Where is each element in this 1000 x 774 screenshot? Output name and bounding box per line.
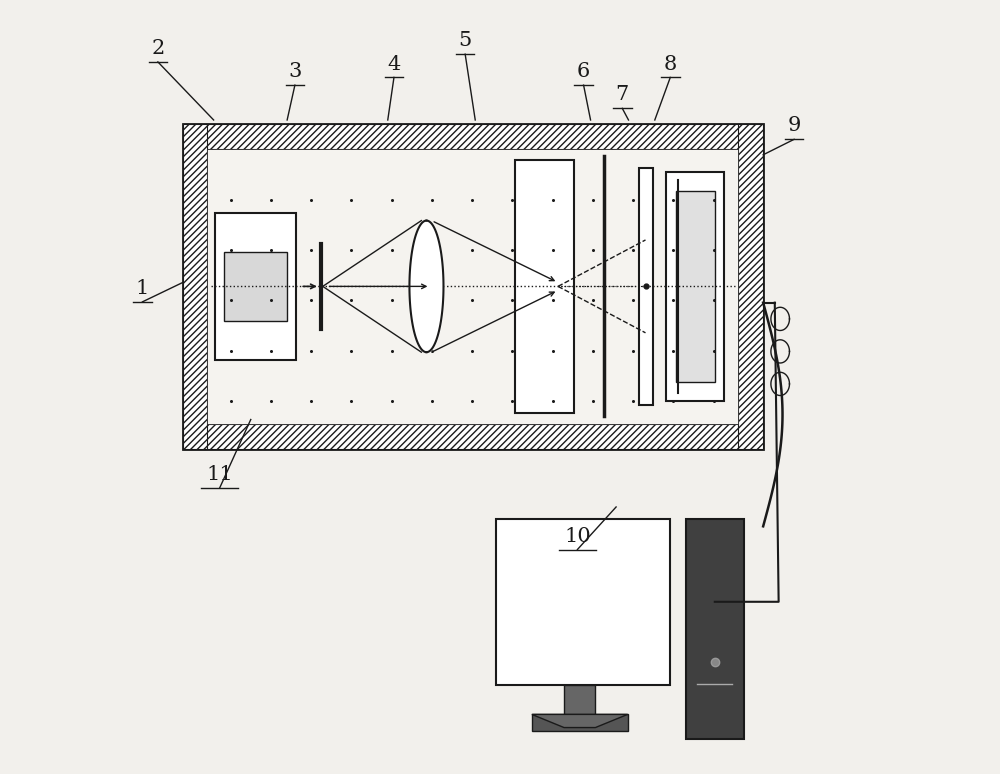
- Text: 8: 8: [664, 54, 677, 74]
- Polygon shape: [532, 714, 628, 728]
- Bar: [183, 124, 207, 449]
- Bar: [676, 191, 715, 382]
- Text: 6: 6: [577, 62, 590, 81]
- Bar: [738, 124, 763, 449]
- Bar: [639, 168, 653, 405]
- Bar: [515, 160, 574, 413]
- Bar: [183, 124, 763, 449]
- Text: 1: 1: [136, 279, 149, 298]
- Text: 10: 10: [564, 526, 591, 546]
- Text: 3: 3: [288, 62, 302, 81]
- Text: 9: 9: [787, 116, 801, 135]
- Bar: [564, 685, 595, 728]
- Text: 5: 5: [459, 31, 472, 50]
- Bar: [532, 714, 628, 731]
- Text: 4: 4: [387, 54, 401, 74]
- Bar: [183, 424, 763, 449]
- Bar: [224, 252, 287, 321]
- Bar: [215, 213, 296, 360]
- Bar: [183, 124, 763, 149]
- Text: 2: 2: [151, 39, 165, 58]
- Bar: [496, 519, 670, 685]
- Text: 7: 7: [616, 85, 629, 104]
- Bar: [686, 519, 744, 739]
- Text: 11: 11: [206, 464, 233, 484]
- Bar: [207, 149, 738, 424]
- Bar: [666, 172, 724, 401]
